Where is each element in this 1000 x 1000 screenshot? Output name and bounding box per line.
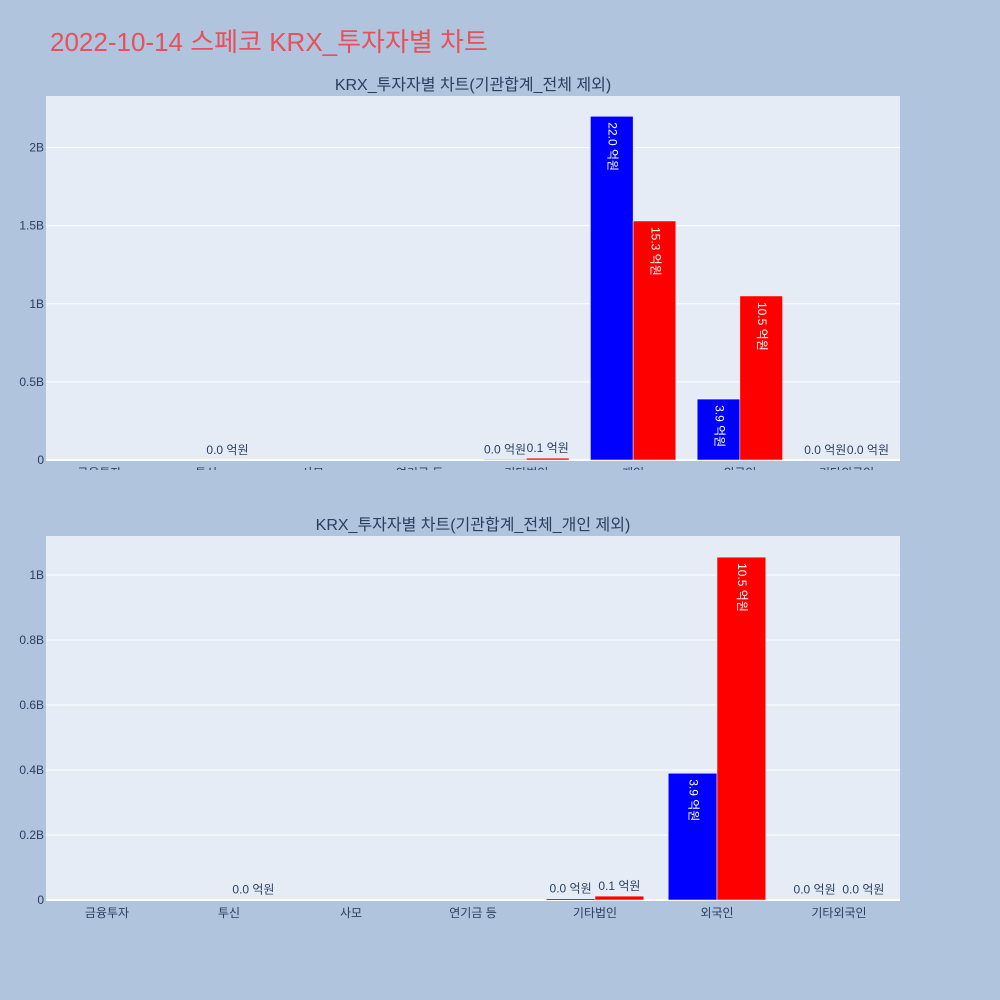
y-tick-label: 0.8B (19, 633, 44, 647)
x-tick-label: 투신 (218, 906, 240, 920)
chart-excluding-institutions: KRX_투자자별 차트(기관합계_전체 제외) 0 0.5B 1B 1.5B 2B 금융투자… (19, 76, 900, 470)
bar-value-label: 0.0 억원 (550, 882, 592, 896)
x-tick-label: 사모 (340, 906, 362, 920)
x-tick-label: 사모 (302, 466, 324, 470)
x-tick-label: 연기금 등 (396, 466, 444, 470)
chart-title: KRX_투자자별 차트(기관합계_전체_개인 제외) (316, 516, 631, 534)
bar (739, 295, 783, 461)
bar-value-label: 0.0 억원 (484, 442, 526, 456)
y-tick-label: 0.4B (19, 763, 44, 777)
bar-value-label: 3.9 억원 (686, 779, 700, 821)
bar-value-label: 0.0 억원 (232, 883, 274, 897)
bar-value-label: 22.0 억원 (606, 122, 620, 171)
x-tick-label: 외국인 (723, 466, 756, 470)
bar-value-label: 10.5 억원 (755, 302, 769, 351)
bar-value-label: 0.0 억원 (842, 883, 884, 897)
y-tick-label: 1B (29, 568, 44, 582)
y-tick-label: 0.6B (19, 698, 44, 712)
chart-title: KRX_투자자별 차트(기관합계_전체 제외) (335, 76, 611, 94)
page-title: 2022-10-14 스페코 KRX_투자자별 차트 (50, 27, 488, 57)
x-tick-label: 금융투자 (85, 906, 129, 920)
y-tick-label: 0.2B (19, 828, 44, 842)
x-tick-label: 기타법인 (573, 906, 617, 920)
bar (526, 457, 570, 461)
bar-value-label: 0.0 억원 (804, 443, 846, 457)
plot-area (46, 536, 900, 900)
x-tick-label: 기타외국인 (811, 906, 866, 920)
x-tick-label: 기타법인 (504, 466, 548, 470)
bar-value-label: 3.9 억원 (712, 405, 726, 447)
y-tick-label: 2B (29, 141, 44, 155)
bar-value-label: 10.5 억원 (735, 563, 749, 612)
bar-value-label: 0.1 억원 (527, 441, 569, 455)
y-tick-label: 0 (37, 453, 44, 467)
x-tick-label: 외국인 (700, 906, 733, 920)
bar (590, 116, 634, 461)
bar (632, 220, 677, 461)
bar (483, 459, 527, 461)
bar-value-label: 0.0 억원 (794, 883, 836, 897)
bar-value-label: 0.1 억원 (598, 879, 640, 893)
x-tick-label: 연기금 등 (449, 906, 497, 920)
y-tick-label: 0 (37, 893, 44, 907)
y-tick-label: 1B (29, 297, 44, 311)
bar (696, 398, 741, 461)
y-tick-label: 0.5B (19, 375, 44, 389)
bar (716, 556, 767, 901)
x-tick-label: 금융투자 (77, 466, 121, 470)
bar-value-label: 0.0 억원 (206, 443, 248, 457)
y-tick-label: 1.5B (19, 219, 44, 233)
chart-excluding-institutions-and-individuals: KRX_투자자별 차트(기관합계_전체_개인 제외) 0 0.2B 0.4B 0.6B 0… (19, 516, 900, 920)
x-tick-label: 기타외국인 (819, 466, 874, 470)
x-tick-label: 투신 (195, 466, 217, 470)
bar (594, 895, 645, 901)
bar-value-label: 0.0 억원 (847, 443, 889, 457)
bar (545, 898, 596, 901)
x-tick-label: 개인 (622, 466, 644, 470)
bar-value-label: 15.3 억원 (648, 227, 662, 276)
bar (667, 773, 718, 901)
